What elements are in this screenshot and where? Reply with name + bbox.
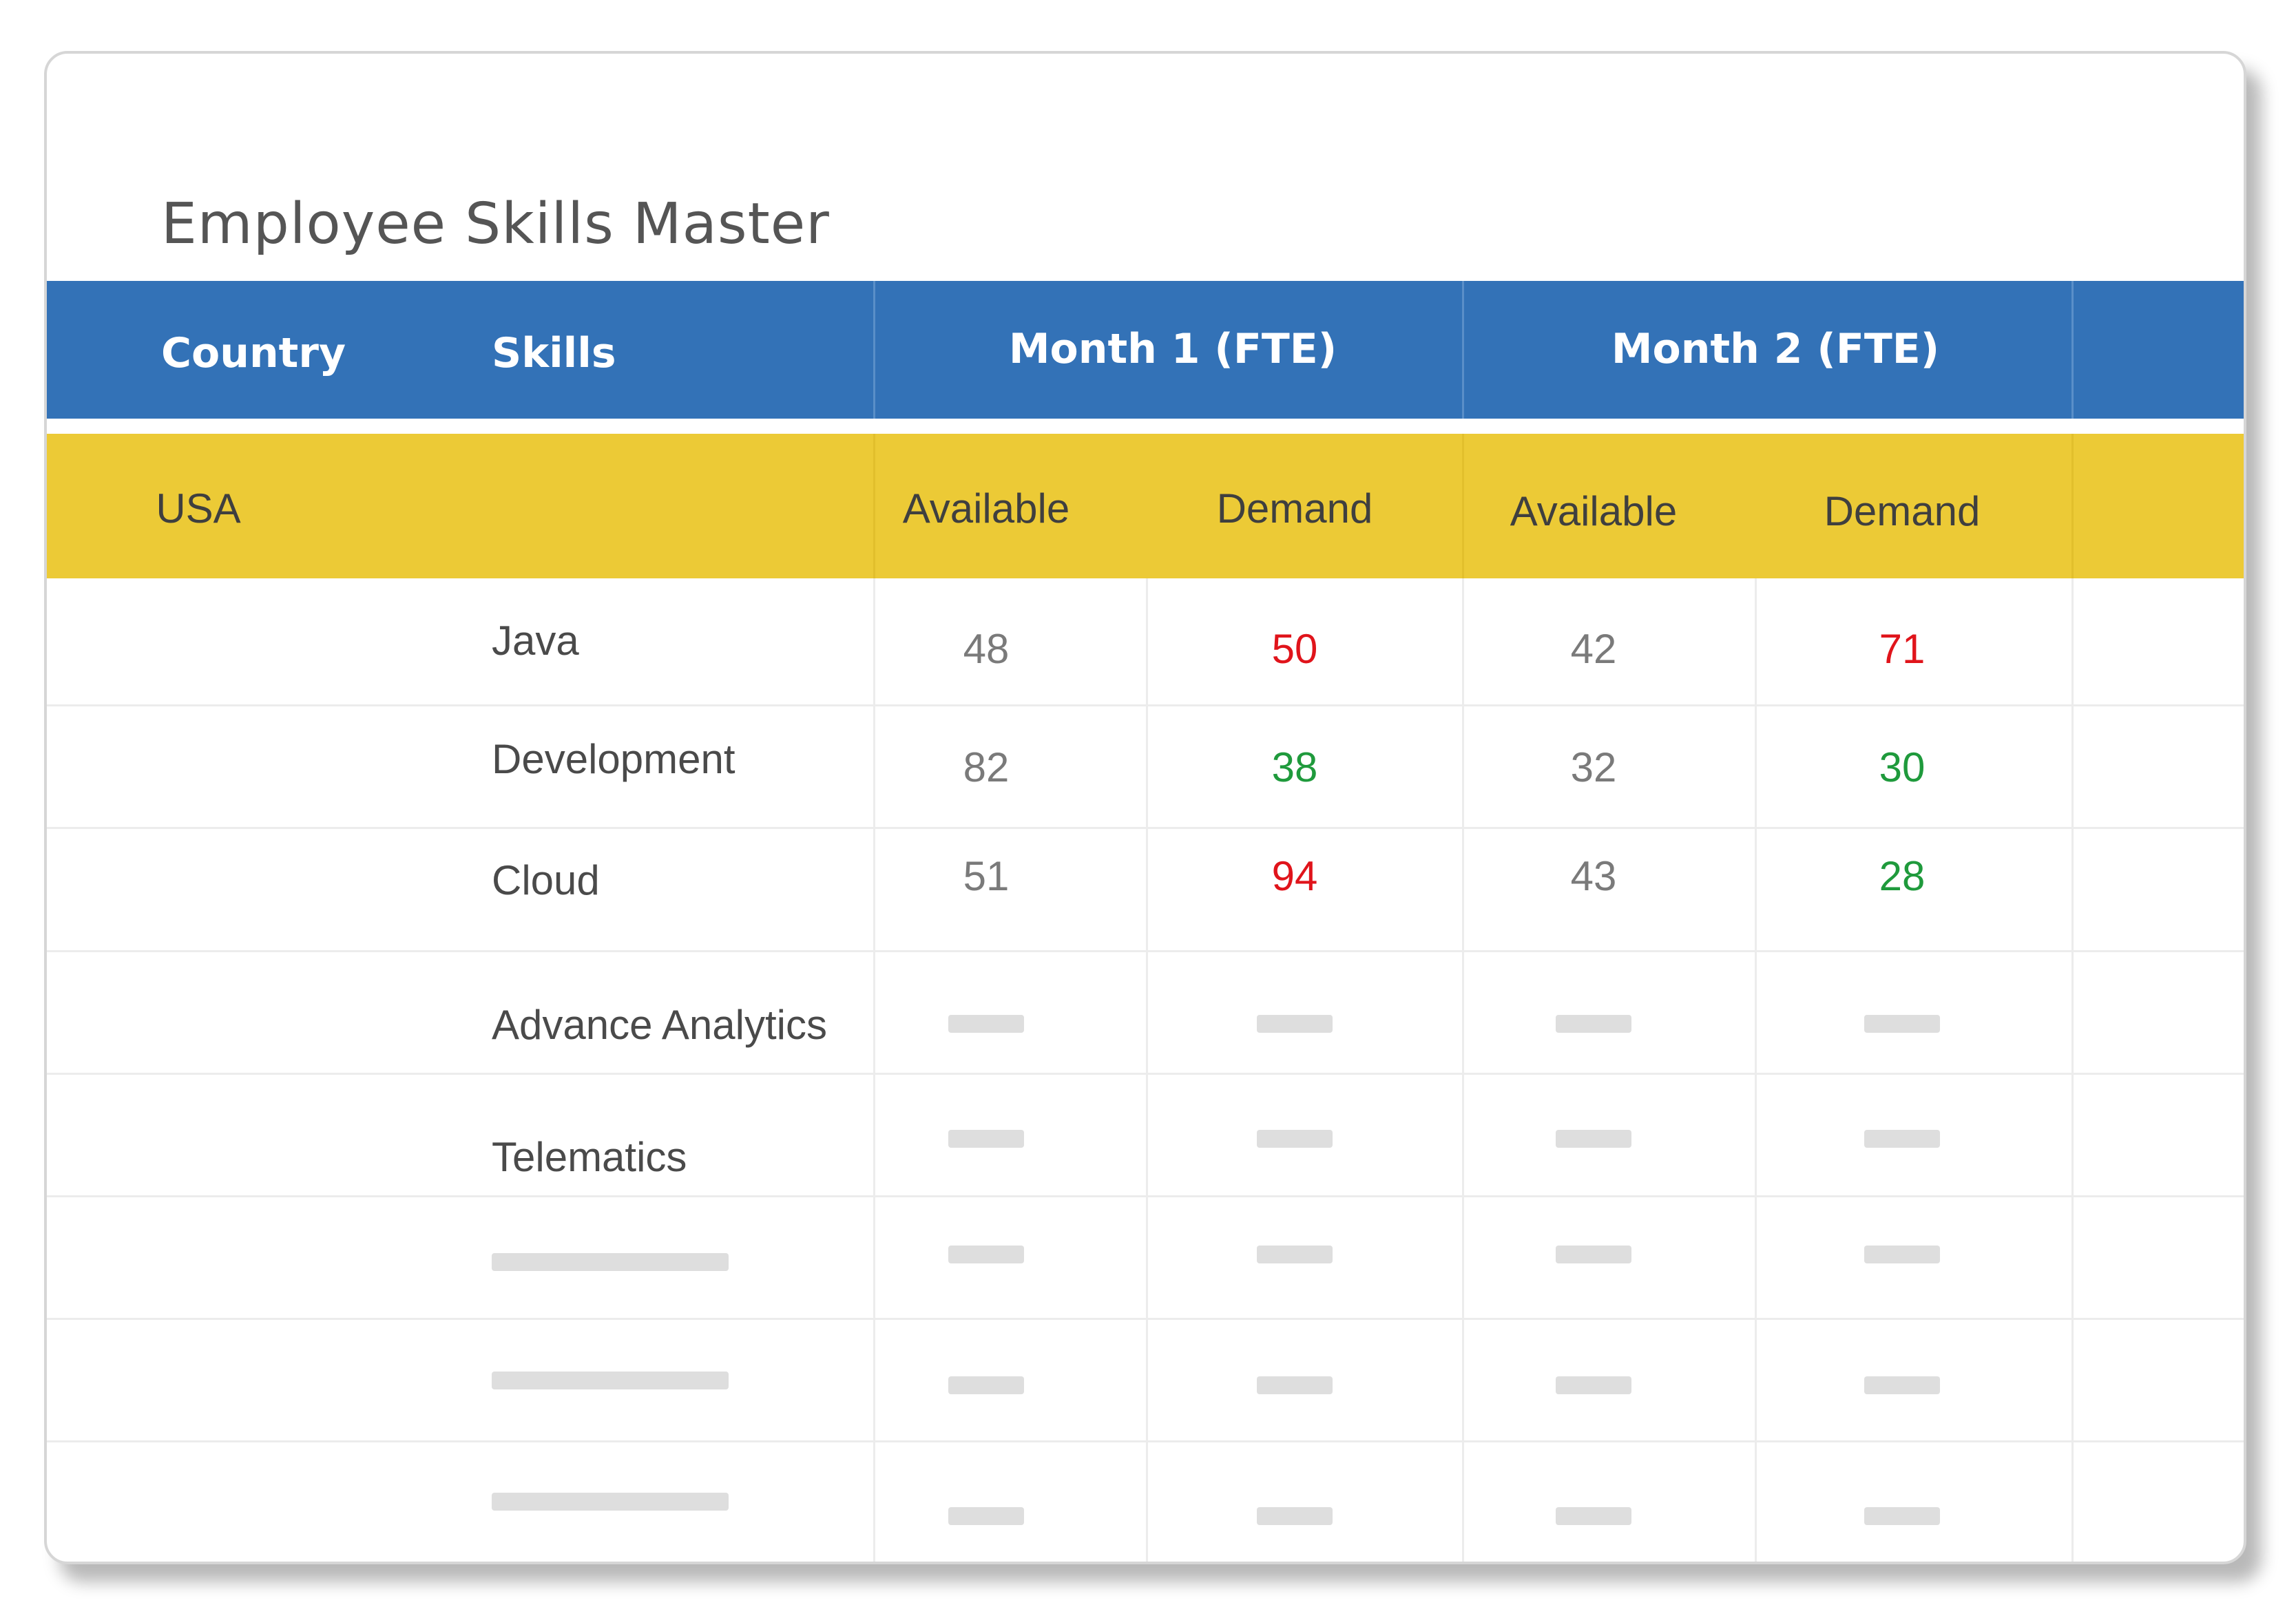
skill-name: Java bbox=[492, 618, 579, 664]
subheader-m2-available: Available bbox=[1510, 488, 1678, 534]
value-placeholder bbox=[948, 1130, 1024, 1148]
value-placeholder bbox=[1864, 1507, 1940, 1525]
value-placeholder bbox=[1257, 1246, 1333, 1263]
column-header-month-2[interactable]: Month 2 (FTE) bbox=[1611, 325, 1940, 373]
column-divider bbox=[1146, 578, 1148, 1562]
m1-demand-value: 94 bbox=[1271, 853, 1318, 899]
value-placeholder bbox=[1864, 1015, 1940, 1033]
page-title: Employee Skills Master bbox=[161, 191, 830, 257]
value-placeholder bbox=[1556, 1246, 1631, 1263]
header-divider bbox=[873, 281, 875, 419]
m1-available-value: 82 bbox=[963, 744, 1010, 790]
row-divider bbox=[47, 827, 2244, 829]
skill-name: Telematics bbox=[492, 1134, 687, 1180]
subheader-divider bbox=[2071, 434, 2074, 578]
column-divider bbox=[2071, 578, 2074, 1562]
country-group-row: USA Available Demand Available Demand bbox=[47, 434, 2244, 578]
subheader-m1-available: Available bbox=[902, 485, 1070, 532]
subheader-divider bbox=[873, 434, 875, 578]
column-divider bbox=[1462, 578, 1464, 1562]
value-placeholder bbox=[1556, 1130, 1631, 1148]
row-divider bbox=[47, 1440, 2244, 1442]
skill-name: Advance Analytics bbox=[492, 1002, 827, 1048]
row-divider bbox=[47, 704, 2244, 706]
value-placeholder bbox=[1556, 1015, 1631, 1033]
value-placeholder bbox=[1257, 1507, 1333, 1525]
value-placeholder bbox=[1257, 1130, 1333, 1148]
m2-available-value: 32 bbox=[1570, 744, 1617, 790]
column-header-month-1[interactable]: Month 1 (FTE) bbox=[1008, 325, 1337, 373]
column-divider bbox=[1755, 578, 1757, 1562]
value-placeholder bbox=[948, 1246, 1024, 1263]
row-divider bbox=[47, 950, 2244, 952]
value-placeholder bbox=[948, 1015, 1024, 1033]
m2-available-value: 43 bbox=[1570, 853, 1617, 899]
skill-name: Development bbox=[492, 736, 735, 782]
column-divider bbox=[873, 578, 875, 1562]
m2-available-value: 42 bbox=[1570, 626, 1617, 672]
subheader-m2-demand: Demand bbox=[1824, 488, 1981, 534]
m1-demand-value: 50 bbox=[1271, 626, 1318, 672]
value-placeholder bbox=[1257, 1376, 1333, 1394]
subheader-m1-demand: Demand bbox=[1216, 485, 1373, 532]
value-placeholder bbox=[948, 1507, 1024, 1525]
skill-placeholder bbox=[492, 1493, 729, 1511]
value-placeholder bbox=[1556, 1507, 1631, 1525]
value-placeholder bbox=[1556, 1376, 1631, 1394]
value-placeholder bbox=[1864, 1376, 1940, 1394]
country-value: USA bbox=[156, 485, 241, 532]
m2-demand-value: 28 bbox=[1879, 853, 1925, 899]
value-placeholder bbox=[1257, 1015, 1333, 1033]
row-divider bbox=[47, 1195, 2244, 1197]
value-placeholder bbox=[948, 1376, 1024, 1394]
column-header-country[interactable]: Country bbox=[161, 329, 346, 377]
m1-demand-value: 38 bbox=[1271, 744, 1318, 790]
m1-available-value: 51 bbox=[963, 853, 1010, 899]
m1-available-value: 48 bbox=[963, 626, 1010, 672]
header-divider bbox=[2071, 281, 2074, 419]
row-divider bbox=[47, 1318, 2244, 1320]
value-placeholder bbox=[1864, 1130, 1940, 1148]
value-placeholder bbox=[1864, 1246, 1940, 1263]
skills-table-card: Employee Skills Master Country Skills Mo… bbox=[44, 51, 2246, 1564]
subheader-divider bbox=[1462, 434, 1464, 578]
row-divider bbox=[47, 1073, 2244, 1075]
header-divider bbox=[1462, 281, 1464, 419]
table-header: Country Skills Month 1 (FTE) Month 2 (FT… bbox=[47, 281, 2244, 419]
skill-placeholder bbox=[492, 1253, 729, 1271]
skill-placeholder bbox=[492, 1372, 729, 1389]
m2-demand-value: 71 bbox=[1879, 626, 1925, 672]
skill-name: Cloud bbox=[492, 857, 600, 903]
column-header-skills[interactable]: Skills bbox=[492, 329, 616, 377]
m2-demand-value: 30 bbox=[1879, 744, 1925, 790]
